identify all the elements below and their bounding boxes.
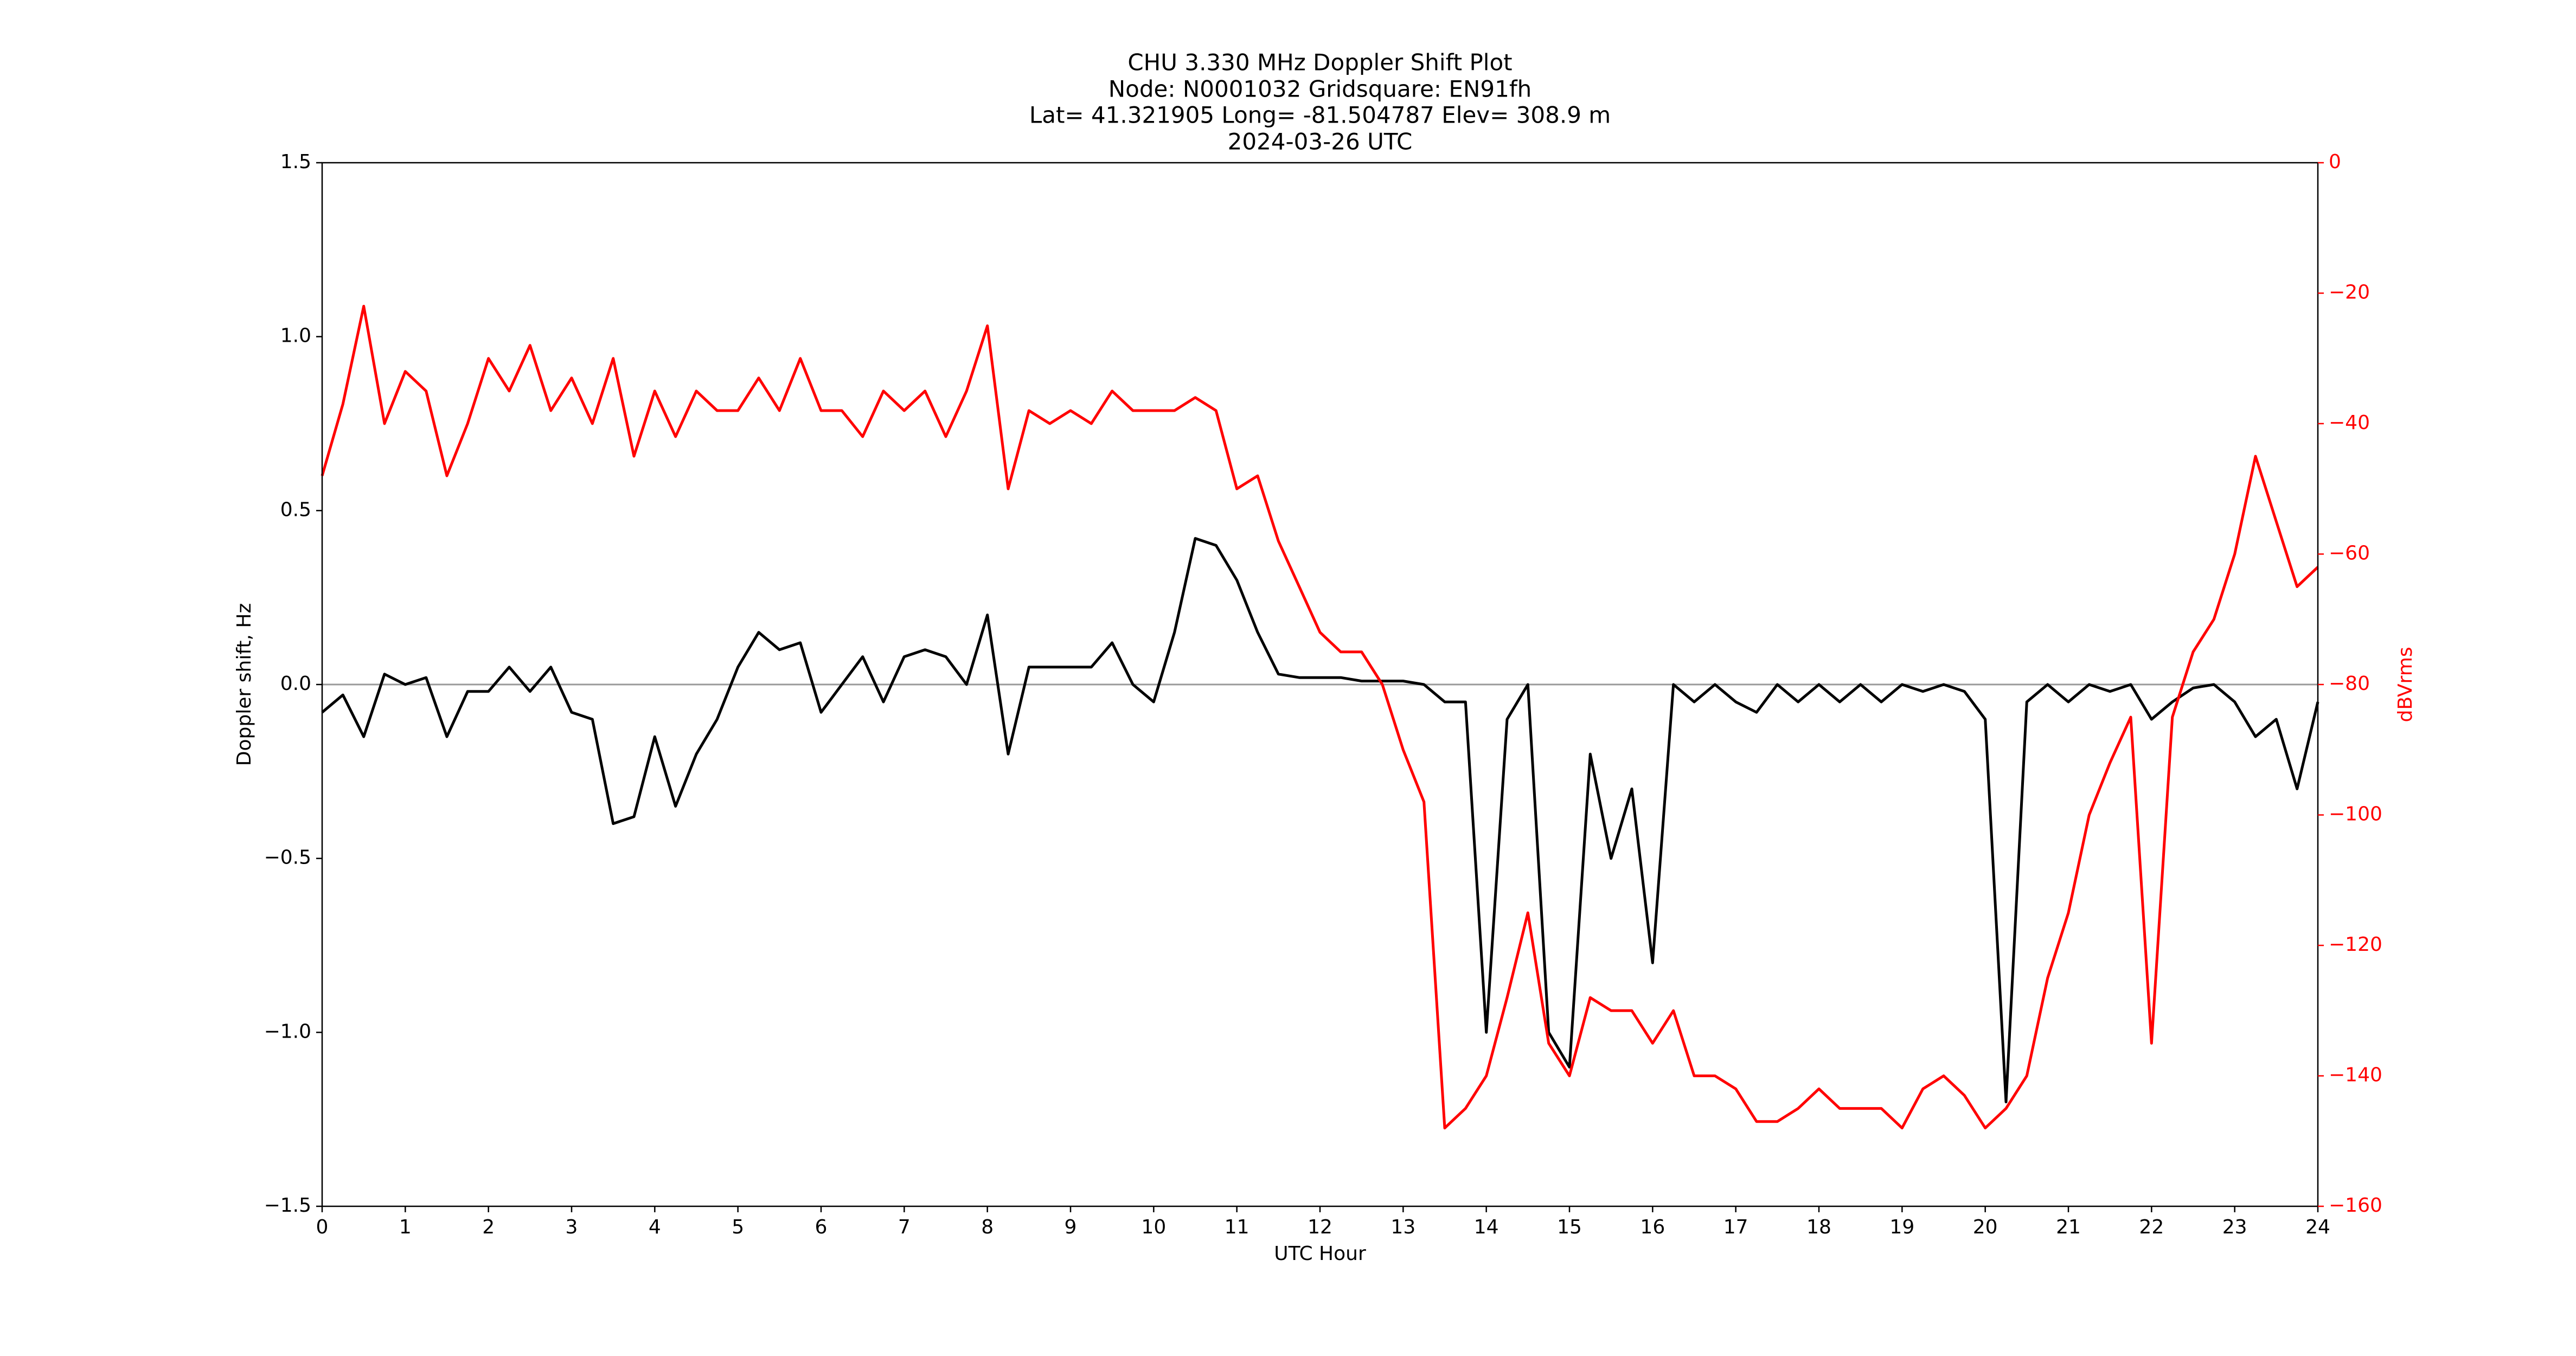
x-tick-label: 15 [1557,1216,1582,1238]
x-axis-label: UTC Hour [1274,1243,1366,1265]
y2-tick-label: 0 [2329,151,2341,173]
x-tick-label: 0 [316,1216,329,1238]
chart-subtitle: 2024-03-26 UTC [1228,129,1413,155]
data-line [321,537,2319,1104]
x-tick-label: 11 [1225,1216,1249,1238]
y-tick-label: −1.0 [264,1020,311,1042]
x-tick-label: 17 [1723,1216,1748,1238]
chart-subtitle: Node: N0001032 Gridsquare: EN91fh [1108,76,1531,103]
x-tick-label: 19 [1889,1216,1914,1238]
x-tick-label: 13 [1390,1216,1415,1238]
y2-tick-label: −140 [2329,1064,2382,1086]
x-tick-label: 12 [1308,1216,1332,1238]
y-tick-label: 0.5 [280,498,311,521]
x-tick-label: 22 [2139,1216,2164,1238]
data-line [321,305,2319,1130]
y2-tick-label: −120 [2329,933,2382,956]
x-tick-label: 7 [898,1216,911,1238]
x-tick-label: 18 [1806,1216,1831,1238]
x-tick-label: 21 [2056,1216,2081,1238]
y-tick-label: −1.5 [264,1194,311,1217]
x-tick-label: 8 [981,1216,994,1238]
chart-title: CHU 3.330 MHz Doppler Shift Plot [1127,49,1512,76]
x-tick-label: 9 [1065,1216,1077,1238]
x-tick-label: 23 [2222,1216,2247,1238]
y2-axis-label: dBVrms [2394,647,2417,722]
y2-tick-label: −100 [2329,803,2382,826]
x-tick-label: 6 [815,1216,828,1238]
y2-tick-label: −60 [2329,542,2370,565]
y-tick-label: 1.0 [280,325,311,347]
x-tick-label: 3 [566,1216,578,1238]
x-tick-label: 16 [1640,1216,1665,1238]
y2-tick-label: −80 [2329,673,2370,695]
x-tick-label: 2 [482,1216,495,1238]
y-tick-label: 1.5 [280,151,311,173]
y2-tick-label: −40 [2329,412,2370,434]
y-tick-label: −0.5 [264,847,311,869]
x-tick-label: 4 [649,1216,661,1238]
x-tick-label: 14 [1474,1216,1499,1238]
y-tick-label: 0.0 [280,673,311,695]
x-tick-label: 20 [1973,1216,1998,1238]
x-tick-label: 5 [732,1216,744,1238]
x-tick-label: 10 [1141,1216,1166,1238]
x-tick-label: 24 [2305,1216,2330,1238]
x-tick-label: 1 [399,1216,412,1238]
y-axis-label: Doppler shift, Hz [233,603,255,766]
y2-tick-label: −160 [2329,1194,2382,1217]
y2-tick-label: −20 [2329,282,2370,304]
chart-subtitle: Lat= 41.321905 Long= -81.504787 Elev= 30… [1029,102,1611,129]
